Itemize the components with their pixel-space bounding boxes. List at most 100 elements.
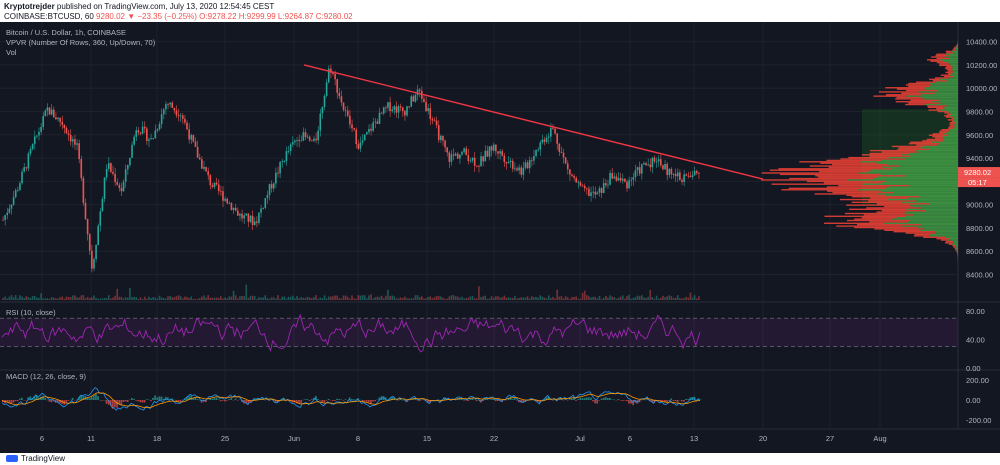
candle-body [116, 182, 119, 185]
volume-bar [141, 298, 144, 300]
volume-profile-down [954, 247, 957, 250]
volume-bar [114, 295, 116, 300]
volume-profile-down [840, 158, 905, 160]
candle-body [285, 151, 288, 162]
candle-body [296, 139, 298, 141]
volume-profile-up [949, 74, 958, 76]
candle-body [184, 118, 186, 123]
volume-profile-down [761, 172, 859, 174]
volume-bar [503, 295, 506, 300]
volume-bar [213, 297, 216, 300]
volume-profile-down [939, 130, 949, 132]
macd-histogram-bar [44, 397, 47, 400]
volume-profile-down [932, 80, 948, 82]
candle-body [456, 153, 459, 159]
volume-bar [228, 296, 231, 300]
candle-body [467, 155, 470, 162]
candle-body [194, 141, 197, 147]
candle-body [334, 73, 336, 80]
volume-profile-up [940, 102, 958, 104]
macd-histogram-bar [606, 397, 609, 400]
volume-profile-down [939, 64, 951, 67]
volume-bar [287, 296, 290, 300]
volume-bar [463, 298, 465, 300]
candle-body [315, 138, 317, 141]
tradingview-logo[interactable]: TradingView [6, 454, 65, 463]
volume-bar [488, 298, 491, 300]
volume-profile-up [893, 191, 958, 194]
volume-bar [184, 296, 186, 300]
candle-body [55, 117, 57, 120]
volume-bar [501, 297, 503, 300]
candle-body [173, 107, 176, 111]
macd-histogram-bar [573, 397, 575, 400]
volume-bar [380, 295, 383, 300]
volume-bar [583, 290, 586, 300]
macd-histogram-bar [154, 395, 157, 400]
candle-body [583, 185, 586, 189]
volume-bar [344, 295, 347, 300]
candle-body [17, 190, 19, 191]
volume-profile-down [836, 225, 903, 227]
volume-bar [590, 297, 592, 300]
volume-bar [378, 297, 381, 300]
volume-bar [55, 298, 57, 300]
macd-histogram-bar [384, 397, 387, 400]
rsi-tick-label: 80.00 [966, 307, 985, 316]
volume-profile-up [949, 115, 958, 117]
volume-profile-down [854, 226, 918, 229]
volume-profile-down [946, 66, 953, 68]
candle-body [397, 106, 400, 113]
candle-body [429, 108, 432, 119]
volume-profile-down [799, 161, 861, 163]
macd-histogram-bar [564, 398, 567, 400]
volume-profile-up [921, 207, 958, 209]
volume-profile-up [929, 82, 958, 85]
macd-histogram-bar [467, 400, 470, 401]
macd-histogram-bar [67, 400, 70, 401]
volume-bar [311, 298, 313, 300]
volume-profile-down [881, 151, 919, 153]
volume-bar [154, 297, 157, 300]
volume-profile-up [902, 154, 958, 156]
volume-bar [695, 298, 698, 300]
volume-bar [256, 298, 258, 300]
macd-histogram-bar [8, 400, 11, 403]
volume-profile-up [916, 149, 958, 152]
volume-profile-down [905, 232, 936, 234]
volume-bar [575, 296, 578, 300]
price-chart-svg[interactable]: 6 11 18 25 Jun 8 15 22 Jul 6 13 20 27 Aug 8400.00 8600.… [0, 22, 1000, 453]
volume-profile-up [939, 59, 958, 61]
candle-body [450, 154, 453, 162]
candle-body [492, 144, 495, 151]
candle-body [220, 191, 222, 192]
volume-bar [44, 298, 47, 300]
candle-body [29, 148, 32, 154]
volume-profile-up [953, 119, 958, 121]
volume-bar [395, 298, 398, 300]
author-name[interactable]: Kryptotrejder [4, 2, 55, 11]
volume-profile-down [936, 53, 946, 55]
candle-body [80, 159, 83, 179]
volume-bar [393, 296, 396, 300]
volume-profile-down [928, 109, 940, 111]
candle-body [211, 185, 214, 187]
macd-histogram-bar [687, 399, 690, 400]
candle-body [556, 133, 558, 144]
macd-histogram-bar [323, 400, 326, 403]
macd-histogram-bar [217, 399, 220, 400]
macd-histogram-bar [135, 400, 137, 401]
candle-body [607, 184, 609, 186]
volume-bar [95, 297, 97, 300]
macd-histogram-bar [65, 400, 68, 404]
candle-body [323, 95, 326, 107]
volume-bar [133, 296, 135, 300]
volume-profile-down [869, 152, 910, 155]
chart-area[interactable]: 6 11 18 25 Jun 8 15 22 Jul 6 13 20 27 Aug 8400.00 8600.… [0, 22, 1000, 453]
volume-profile-down [944, 242, 954, 244]
volume-bar [349, 298, 351, 300]
macd-histogram-bar [137, 400, 140, 402]
x-tick-label: 25 [221, 434, 229, 443]
volume-profile-up [956, 247, 958, 250]
candle-body [351, 124, 353, 129]
